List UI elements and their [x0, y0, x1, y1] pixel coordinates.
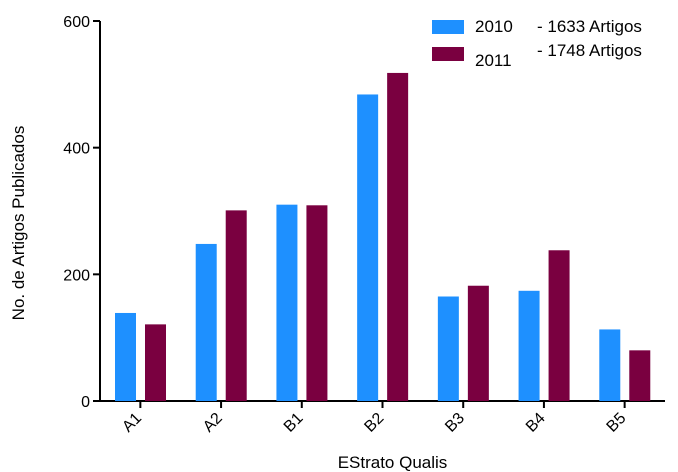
bar-2010-B3 — [437, 296, 459, 401]
y-tick-label: 400 — [63, 141, 90, 158]
x-ticks: A1 A2 B1 B2 B3 B4 B5 — [119, 401, 630, 436]
bar-2011-B3 — [467, 285, 489, 401]
legend-swatch-2010 — [432, 20, 464, 34]
x-axis-title: EStrato Qualis — [338, 453, 448, 472]
bar-2011-B2 — [387, 72, 409, 401]
bar-2011-B4 — [548, 250, 570, 401]
bar-2010-B5 — [599, 329, 621, 401]
y-axis-title: No. de Artigos Publicados — [9, 126, 28, 321]
bars — [115, 72, 651, 401]
y-ticks: 0 200 400 600 — [63, 14, 100, 411]
axes — [99, 21, 665, 402]
bar-2011-B5 — [629, 350, 651, 401]
y-tick-label: 600 — [63, 14, 90, 31]
bar-2010-B1 — [276, 204, 298, 401]
y-tick-label: 200 — [63, 267, 90, 284]
x-tick-label: B1 — [281, 410, 307, 436]
x-tick-label: A2 — [200, 410, 226, 436]
bar-2010-B4 — [518, 290, 540, 401]
x-tick-label: B2 — [361, 410, 387, 436]
legend-note-2010: - 1633 Artigos — [537, 17, 642, 36]
legend: 2010 - 1633 Artigos 2011 - 1748 Artigos — [432, 17, 642, 70]
x-tick-label: B4 — [523, 410, 549, 436]
legend-label-2011: 2011 — [475, 51, 512, 70]
legend-note-2011: - 1748 Artigos — [537, 41, 642, 60]
legend-label-2010: 2010 — [475, 17, 513, 36]
bar-2010-A2 — [195, 243, 217, 401]
bar-2011-A1 — [145, 324, 166, 401]
legend-swatch-2011 — [432, 47, 464, 61]
bar-2011-B1 — [306, 205, 328, 401]
bar-2010-A1 — [115, 312, 136, 401]
y-tick-label: 0 — [81, 394, 90, 411]
bar-2011-A2 — [225, 210, 247, 401]
x-tick-label: A1 — [119, 410, 145, 436]
x-tick-label: B3 — [442, 410, 468, 436]
bar-2010-B2 — [357, 94, 379, 401]
x-tick-label: B5 — [604, 410, 630, 436]
